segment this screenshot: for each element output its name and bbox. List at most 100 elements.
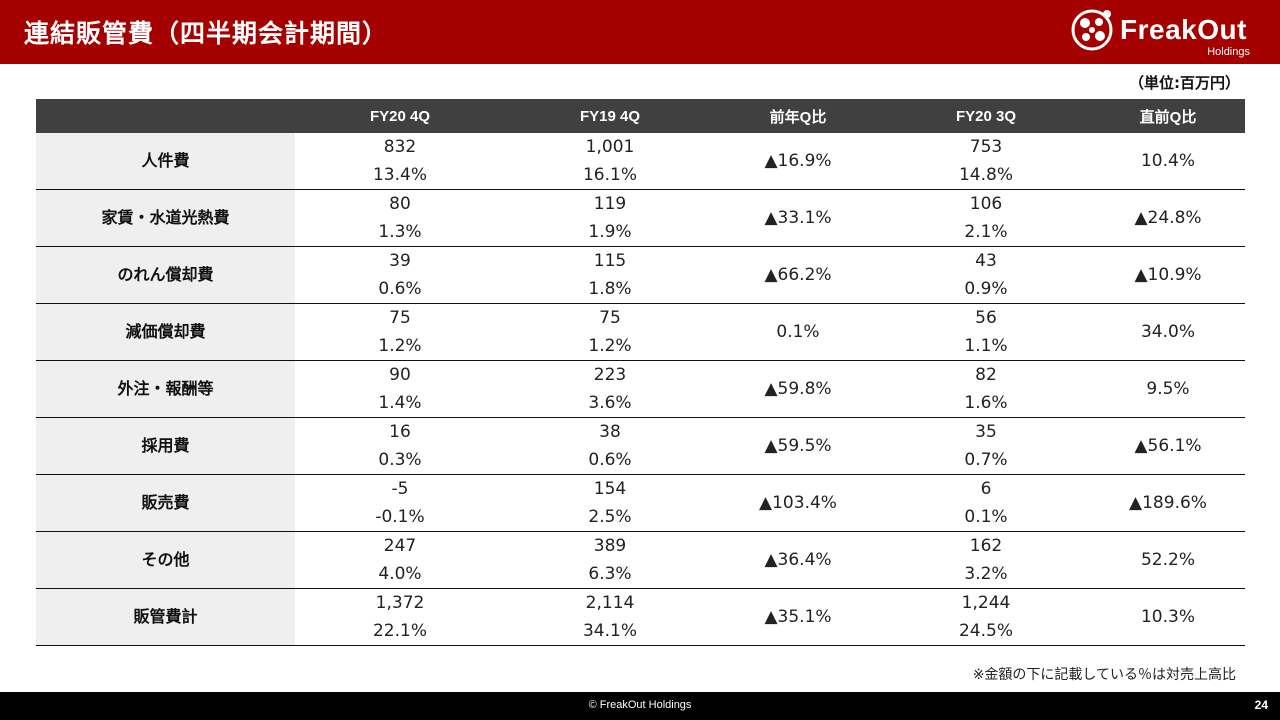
cell-qoq: 9.5% (1091, 360, 1245, 418)
cell-fy19-4q: 223 3.6% (505, 360, 715, 418)
amount-value: 39 (389, 251, 411, 271)
ratio-value: 1.2% (588, 336, 632, 356)
cell-fy20-4q: 1,372 22.1% (295, 588, 505, 646)
cell-fy20-4q: 80 1.3% (295, 189, 505, 247)
cell-fy20-3q: 82 1.6% (881, 360, 1091, 418)
table-row: のれん償却費 39 0.6% 115 1.8% ▲66.2% 43 0.9% ▲10.9% (36, 246, 1245, 304)
amount-value: 162 (969, 536, 1003, 556)
cell-qoq: 10.4% (1091, 133, 1245, 190)
table-row: 人件費 832 13.4% 1,001 16.1% ▲16.9% 753 14.8% 10.4% (36, 133, 1245, 190)
page-number: 24 (1254, 698, 1268, 712)
table-row: 採用費 16 0.3% 38 0.6% ▲59.5% 35 0.7% ▲56.1% (36, 417, 1245, 475)
cell-qoq: ▲189.6% (1091, 474, 1245, 532)
cell-qoq: ▲10.9% (1091, 246, 1245, 304)
slide-title: 連結販管費（四半期会計期間） (24, 19, 389, 48)
amount-value: 82 (975, 365, 997, 385)
cell-fy19-4q: 389 6.3% (505, 531, 715, 589)
amount-value: 90 (389, 365, 411, 385)
cell-fy19-4q: 1,001 16.1% (505, 133, 715, 190)
table-row: 家賃・水道光熱費 80 1.3% 119 1.9% ▲33.1% 106 2.1% ▲24.8% (36, 189, 1245, 247)
table-row: 外注・報酬等 90 1.4% 223 3.6% ▲59.8% 82 1.6% 9.5% (36, 360, 1245, 418)
row-label: 減価償却費 (36, 303, 295, 361)
cell-fy20-4q: 75 1.2% (295, 303, 505, 361)
amount-value: 56 (975, 308, 997, 328)
table-header-row: FY20 4Q FY19 4Q 前年Q比 FY20 3Q 直前Q比 (36, 99, 1245, 133)
cell-fy19-4q: 115 1.8% (505, 246, 715, 304)
ratio-value: 6.3% (588, 564, 632, 584)
cell-fy20-3q: 56 1.1% (881, 303, 1091, 361)
amount-value: 247 (383, 536, 417, 556)
logo-text: FreakOut (1120, 14, 1247, 45)
ratio-value: 0.1% (964, 507, 1008, 527)
row-label: 家賃・水道光熱費 (36, 189, 295, 247)
ratio-value: 0.6% (378, 279, 422, 299)
ratio-value: 1.3% (378, 222, 422, 242)
ratio-value: 2.1% (964, 222, 1008, 242)
amount-value: 1,244 (961, 593, 1011, 613)
row-label: 外注・報酬等 (36, 360, 295, 418)
amount-value: -5 (391, 479, 409, 499)
row-label: 販管費計 (36, 588, 295, 646)
amount-value: 119 (593, 194, 627, 214)
amount-value: 2,114 (585, 593, 635, 613)
cell-fy20-4q: -5 -0.1% (295, 474, 505, 532)
ratio-value: -0.1% (375, 507, 425, 527)
table-body: 人件費 832 13.4% 1,001 16.1% ▲16.9% 753 14.8% 10.4%… (36, 133, 1245, 646)
amount-value: 6 (980, 479, 992, 499)
cell-fy20-3q: 43 0.9% (881, 246, 1091, 304)
ratio-value: 4.0% (378, 564, 422, 584)
ratio-value: 1.2% (378, 336, 422, 356)
ratio-value: 3.2% (964, 564, 1008, 584)
amount-value: 115 (593, 251, 627, 271)
cell-fy19-4q: 2,114 34.1% (505, 588, 715, 646)
cell-qoq: 52.2% (1091, 531, 1245, 589)
cell-yoy: ▲36.4% (715, 531, 881, 589)
ratio-value: 34.1% (582, 621, 637, 641)
ratio-value: 3.6% (588, 393, 632, 413)
footnote: ※金額の下に記載している％は対売上高比 (972, 667, 1236, 683)
amount-value: 753 (969, 137, 1003, 157)
cell-yoy: ▲59.5% (715, 417, 881, 475)
cell-fy20-4q: 90 1.4% (295, 360, 505, 418)
cell-fy20-3q: 35 0.7% (881, 417, 1091, 475)
cell-fy19-4q: 38 0.6% (505, 417, 715, 475)
freakout-logo: FreakOut Holdings (1070, 6, 1252, 62)
row-label: 人件費 (36, 133, 295, 190)
cell-qoq: 10.3% (1091, 588, 1245, 646)
footer-bar: © FreakOut Holdings 24 (0, 692, 1280, 720)
cell-fy20-4q: 16 0.3% (295, 417, 505, 475)
ratio-value: 1.6% (964, 393, 1008, 413)
ratio-value: 1.9% (588, 222, 632, 242)
ratio-value: 24.5% (958, 621, 1013, 641)
cell-fy19-4q: 75 1.2% (505, 303, 715, 361)
amount-value: 16 (389, 422, 411, 442)
cell-yoy: ▲35.1% (715, 588, 881, 646)
row-label: その他 (36, 531, 295, 589)
row-label: 販売費 (36, 474, 295, 532)
ratio-value: 0.6% (588, 450, 632, 470)
unit-label: （単位:百万円） (1129, 74, 1240, 92)
cell-fy20-3q: 1,244 24.5% (881, 588, 1091, 646)
cell-fy19-4q: 154 2.5% (505, 474, 715, 532)
logo-mark-icon (1071, 9, 1113, 51)
cell-yoy: 0.1% (715, 303, 881, 361)
amount-value: 832 (383, 137, 417, 157)
cell-fy20-3q: 753 14.8% (881, 133, 1091, 190)
cell-fy20-3q: 162 3.2% (881, 531, 1091, 589)
header-cell-label (36, 99, 295, 133)
amount-value: 35 (975, 422, 997, 442)
cell-fy20-3q: 6 0.1% (881, 474, 1091, 532)
table-row: 減価償却費 75 1.2% 75 1.2% 0.1% 56 1.1% 34.0% (36, 303, 1245, 361)
ratio-value: 1.8% (588, 279, 632, 299)
cell-qoq: ▲24.8% (1091, 189, 1245, 247)
ratio-value: 1.1% (964, 336, 1008, 356)
cell-yoy: ▲66.2% (715, 246, 881, 304)
cell-yoy: ▲16.9% (715, 133, 881, 190)
cell-qoq: ▲56.1% (1091, 417, 1245, 475)
ratio-value: 0.3% (378, 450, 422, 470)
amount-value: 1,372 (375, 593, 425, 613)
ratio-value: 2.5% (588, 507, 632, 527)
header-cell-fy20-4q: FY20 4Q (295, 99, 505, 133)
row-label: 採用費 (36, 417, 295, 475)
row-label: のれん償却費 (36, 246, 295, 304)
